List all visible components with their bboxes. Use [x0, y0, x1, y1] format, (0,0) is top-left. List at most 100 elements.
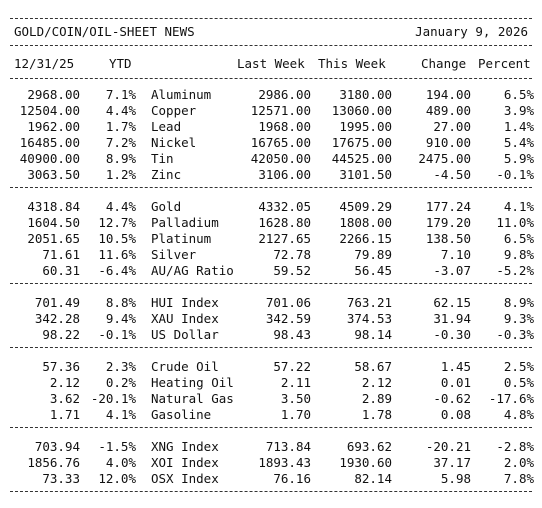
- table-row: 342.28 9.4% XAU Index 342.59 374.53 31.94 9.3%: [0, 311, 542, 327]
- divider-group: [10, 427, 532, 428]
- cell-instrument: Gasoline: [151, 407, 212, 422]
- cell-this-week: 1995.00: [339, 119, 392, 134]
- cell-instrument: HUI Index: [151, 295, 219, 310]
- cell-this-week: 3180.00: [339, 87, 392, 102]
- cell-percent: 5.9%: [503, 151, 534, 166]
- cell-prev-close: 60.31: [42, 263, 80, 278]
- cell-last-week: 2127.65: [258, 231, 311, 246]
- cell-percent: 2.5%: [503, 359, 534, 374]
- cell-ytd: 11.6%: [98, 247, 136, 262]
- col-header-last-week: Last Week: [237, 56, 305, 71]
- divider-header: [10, 45, 532, 46]
- cell-percent: 4.8%: [503, 407, 534, 422]
- cell-this-week: 13060.00: [331, 103, 392, 118]
- cell-prev-close: 73.33: [42, 471, 80, 486]
- table-row: 1604.50 12.7% Palladium 1628.80 1808.00 179.2…: [0, 215, 542, 231]
- cell-percent: 6.5%: [503, 87, 534, 102]
- cell-this-week: 2.12: [361, 375, 392, 390]
- cell-this-week: 44525.00: [331, 151, 392, 166]
- table-row: 3.62 -20.1% Natural Gas 3.50 2.89 -0.62 -17.6%: [0, 391, 542, 407]
- cell-this-week: 56.45: [354, 263, 392, 278]
- cell-this-week: 79.89: [354, 247, 392, 262]
- divider-group: [10, 491, 532, 492]
- divider-group: [10, 283, 532, 284]
- cell-change: 179.20: [425, 215, 471, 230]
- cell-ytd: 12.7%: [98, 215, 136, 230]
- col-header-change: Change: [421, 56, 467, 71]
- table-row: 16485.00 7.2% Nickel 16765.00 17675.00 910.00…: [0, 135, 542, 151]
- table-row: 2968.00 7.1% Aluminum 2986.00 3180.00 194.00 6…: [0, 87, 542, 103]
- cell-prev-close: 16485.00: [19, 135, 80, 150]
- table-row: 1.71 4.1% Gasoline 1.70 1.78 0.08 4.8%: [0, 407, 542, 423]
- cell-ytd: 1.2%: [105, 167, 136, 182]
- cell-last-week: 1.70: [280, 407, 311, 422]
- cell-last-week: 2.11: [280, 375, 311, 390]
- table-row: 60.31 -6.4% AU/AG Ratio 59.52 56.45 -3.07 -5.2…: [0, 263, 542, 279]
- cell-instrument: Gold: [151, 199, 182, 214]
- cell-last-week: 2986.00: [258, 87, 311, 102]
- cell-prev-close: 2968.00: [27, 87, 80, 102]
- cell-ytd: 4.1%: [105, 407, 136, 422]
- cell-prev-close: 1.71: [49, 407, 80, 422]
- cell-percent: 3.9%: [503, 103, 534, 118]
- col-header-prev: 12/31/25: [14, 56, 75, 71]
- cell-instrument: Aluminum: [151, 87, 212, 102]
- cell-this-week: 2.89: [361, 391, 392, 406]
- cell-last-week: 4332.05: [258, 199, 311, 214]
- cell-ytd: 0.2%: [105, 375, 136, 390]
- cell-prev-close: 98.22: [42, 327, 80, 342]
- cell-last-week: 72.78: [273, 247, 311, 262]
- cell-prev-close: 3063.50: [27, 167, 80, 182]
- cell-last-week: 12571.00: [250, 103, 311, 118]
- cell-percent: 2.0%: [503, 455, 534, 470]
- cell-instrument: Palladium: [151, 215, 219, 230]
- cell-percent: 1.4%: [503, 119, 534, 134]
- table-row: 1962.00 1.7% Lead 1968.00 1995.00 27.00 1.4%: [0, 119, 542, 135]
- table-row: 4318.84 4.4% Gold 4332.05 4509.29 177.24 4.1%: [0, 199, 542, 215]
- cell-change: 194.00: [425, 87, 471, 102]
- cell-this-week: 2266.15: [339, 231, 392, 246]
- cell-this-week: 17675.00: [331, 135, 392, 150]
- col-header-percent: Percent: [478, 56, 531, 71]
- cell-change: 177.24: [425, 199, 471, 214]
- cell-last-week: 57.22: [273, 359, 311, 374]
- cell-change: 2475.00: [418, 151, 471, 166]
- cell-percent: 9.3%: [503, 311, 534, 326]
- cell-ytd: 4.4%: [105, 199, 136, 214]
- cell-change: 489.00: [425, 103, 471, 118]
- cell-percent: -0.3%: [496, 327, 534, 342]
- cell-percent: 0.5%: [503, 375, 534, 390]
- col-header-this-week: This Week: [318, 56, 386, 71]
- cell-change: 62.15: [433, 295, 471, 310]
- cell-prev-close: 1962.00: [27, 119, 80, 134]
- cell-ytd: -6.4%: [98, 263, 136, 278]
- cell-this-week: 374.53: [346, 311, 392, 326]
- cell-prev-close: 40900.00: [19, 151, 80, 166]
- cell-last-week: 1628.80: [258, 215, 311, 230]
- cell-ytd: 8.8%: [105, 295, 136, 310]
- cell-prev-close: 3.62: [49, 391, 80, 406]
- cell-change: 27.00: [433, 119, 471, 134]
- cell-percent: 11.0%: [496, 215, 534, 230]
- cell-prev-close: 1604.50: [27, 215, 80, 230]
- cell-ytd: -20.1%: [90, 391, 136, 406]
- divider-columns: [10, 78, 532, 79]
- cell-ytd: 1.7%: [105, 119, 136, 134]
- cell-this-week: 693.62: [346, 439, 392, 454]
- cell-this-week: 4509.29: [339, 199, 392, 214]
- cell-percent: -2.8%: [496, 439, 534, 454]
- cell-this-week: 3101.50: [339, 167, 392, 182]
- table-row: 703.94 -1.5% XNG Index 713.84 693.62 -20.21 -2…: [0, 439, 542, 455]
- cell-prev-close: 701.49: [34, 295, 80, 310]
- table-row: 98.22 -0.1% US Dollar 98.43 98.14 -0.30 -0.3%: [0, 327, 542, 343]
- cell-last-week: 3106.00: [258, 167, 311, 182]
- table-row: 1856.76 4.0% XOI Index 1893.43 1930.60 37.17 2…: [0, 455, 542, 471]
- cell-instrument: AU/AG Ratio: [151, 263, 234, 278]
- cell-change: 0.08: [440, 407, 471, 422]
- cell-ytd: 4.0%: [105, 455, 136, 470]
- cell-last-week: 42050.00: [250, 151, 311, 166]
- cell-prev-close: 342.28: [34, 311, 80, 326]
- cell-instrument: Heating Oil: [151, 375, 234, 390]
- cell-change: -4.50: [433, 167, 471, 182]
